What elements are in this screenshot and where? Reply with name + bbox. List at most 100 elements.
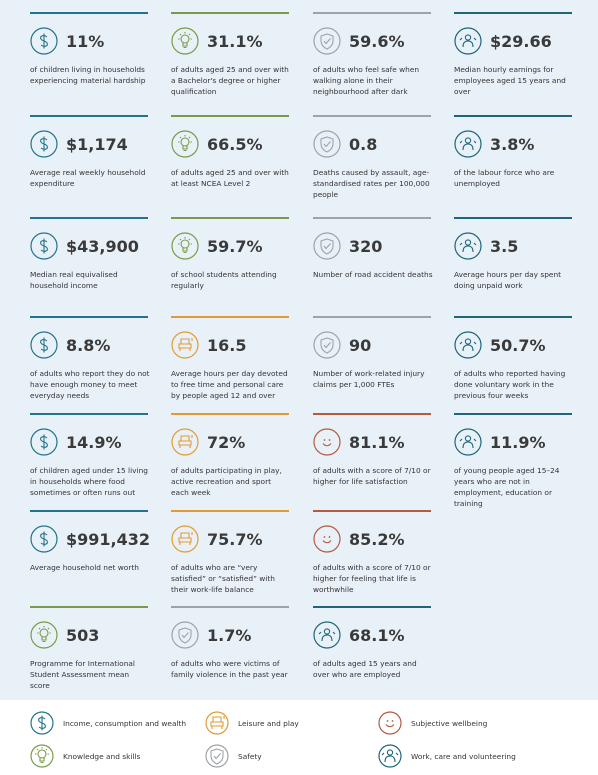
tile-rule — [30, 606, 148, 608]
tile-rule — [30, 12, 148, 14]
icon — [313, 621, 341, 649]
tile-rule — [313, 12, 431, 14]
icon — [205, 744, 229, 768]
stat-value: 68.1% — [349, 626, 405, 645]
stat-description: of adults who report they do not have en… — [30, 369, 150, 400]
stat-description: of adults aged 15 years and over who are… — [313, 659, 417, 679]
stat-description: Number of work-related injury claims per… — [313, 369, 425, 389]
stat-value: 90 — [349, 336, 372, 355]
icon — [171, 621, 199, 649]
stat-description: of adults who reported having done volun… — [454, 369, 566, 400]
tile-rule — [171, 316, 289, 318]
stat-value: 81.1% — [349, 433, 405, 452]
stat-description: Deaths caused by assault, age-standardis… — [313, 168, 430, 199]
stat-value: 320 — [349, 237, 383, 256]
icon — [313, 130, 341, 158]
stat-description: Average hours per day devoted to free ti… — [171, 369, 288, 400]
stat-value: 0.8 — [349, 135, 378, 154]
tile-rule — [171, 510, 289, 512]
icon — [313, 428, 341, 456]
icon — [454, 27, 482, 55]
stat-value: 66.5% — [207, 135, 263, 154]
icon — [454, 428, 482, 456]
stat-value: 14.9% — [66, 433, 122, 452]
stat-description: of adults aged 25 and over with at least… — [171, 168, 289, 188]
stat-value: 31.1% — [207, 32, 263, 51]
stat-description: of school students attending regularly — [171, 270, 277, 290]
stat-value: 59.6% — [349, 32, 405, 51]
tile-rule — [30, 510, 148, 512]
stat-description: of the labour force who are unemployed — [454, 168, 555, 188]
stat-value: 59.7% — [207, 237, 263, 256]
icon — [171, 130, 199, 158]
icon — [454, 331, 482, 359]
stat-value: 503 — [66, 626, 100, 645]
icon — [171, 331, 199, 359]
stat-value: 85.2% — [349, 530, 405, 549]
icon — [30, 525, 58, 553]
stat-description: Median real equivalised household income — [30, 270, 118, 290]
stat-value: 1.7% — [207, 626, 252, 645]
tile-rule — [313, 115, 431, 117]
icon — [30, 27, 58, 55]
stat-value: $29.66 — [490, 32, 552, 51]
tile-rule — [171, 606, 289, 608]
tile-rule — [454, 115, 572, 117]
icon — [313, 525, 341, 553]
icon — [454, 130, 482, 158]
stat-description: of young people aged 15–24 years who are… — [454, 466, 560, 508]
stat-description: of adults with a score of 7/10 or higher… — [313, 466, 431, 486]
stat-value: 50.7% — [490, 336, 546, 355]
stat-value: 3.8% — [490, 135, 535, 154]
stat-description: of adults who feel safe when walking alo… — [313, 65, 420, 96]
legend-label: Safety — [238, 752, 262, 761]
icon — [171, 525, 199, 553]
legend-label: Work, care and volunteering — [411, 752, 516, 761]
tile-rule — [171, 115, 289, 117]
stat-description: of adults who were victims of family vio… — [171, 659, 288, 679]
icon — [30, 130, 58, 158]
icon — [30, 744, 54, 768]
icon — [171, 27, 199, 55]
stat-value: 11.9% — [490, 433, 546, 452]
icon — [454, 232, 482, 260]
tile-rule — [171, 217, 289, 219]
legend-label: Knowledge and skills — [63, 752, 141, 761]
tile-rule — [313, 413, 431, 415]
tile-rule — [454, 316, 572, 318]
icon — [313, 27, 341, 55]
icon — [171, 428, 199, 456]
legend-label: Income, consumption and wealth — [63, 719, 187, 728]
tile-rule — [454, 413, 572, 415]
icon — [205, 711, 229, 735]
legend-label: Leisure and play — [238, 719, 299, 728]
stat-value: 75.7% — [207, 530, 263, 549]
tile-rule — [313, 510, 431, 512]
icon — [313, 331, 341, 359]
tile-rule — [171, 413, 289, 415]
stat-value: 16.5 — [207, 336, 247, 355]
stat-value: $991,432 — [66, 530, 151, 549]
stat-value: 72% — [207, 433, 246, 452]
tile-rule — [30, 115, 148, 117]
tile-rule — [313, 217, 431, 219]
tile-rule — [30, 217, 148, 219]
stat-value: 3.5 — [490, 237, 519, 256]
icon — [378, 744, 402, 768]
stat-description: of adults who are “very satisfied” or “s… — [171, 563, 275, 594]
tile-rule — [171, 12, 289, 14]
legend: Income, consumption and wealth Knowledge … — [0, 700, 598, 775]
stat-description: of adults aged 25 and over with a Bachel… — [171, 65, 289, 96]
icon — [171, 232, 199, 260]
legend-label: Subjective wellbeing — [411, 719, 488, 728]
tile-rule — [313, 316, 431, 318]
stat-description: Median hourly earnings for employees age… — [454, 65, 566, 96]
tile-rule — [454, 217, 572, 219]
stat-value: $43,900 — [66, 237, 139, 256]
tile-rule — [30, 316, 148, 318]
stat-description: Number of road accident deaths — [313, 270, 433, 279]
tile-rule — [30, 413, 148, 415]
icon — [30, 232, 58, 260]
icon — [313, 232, 341, 260]
